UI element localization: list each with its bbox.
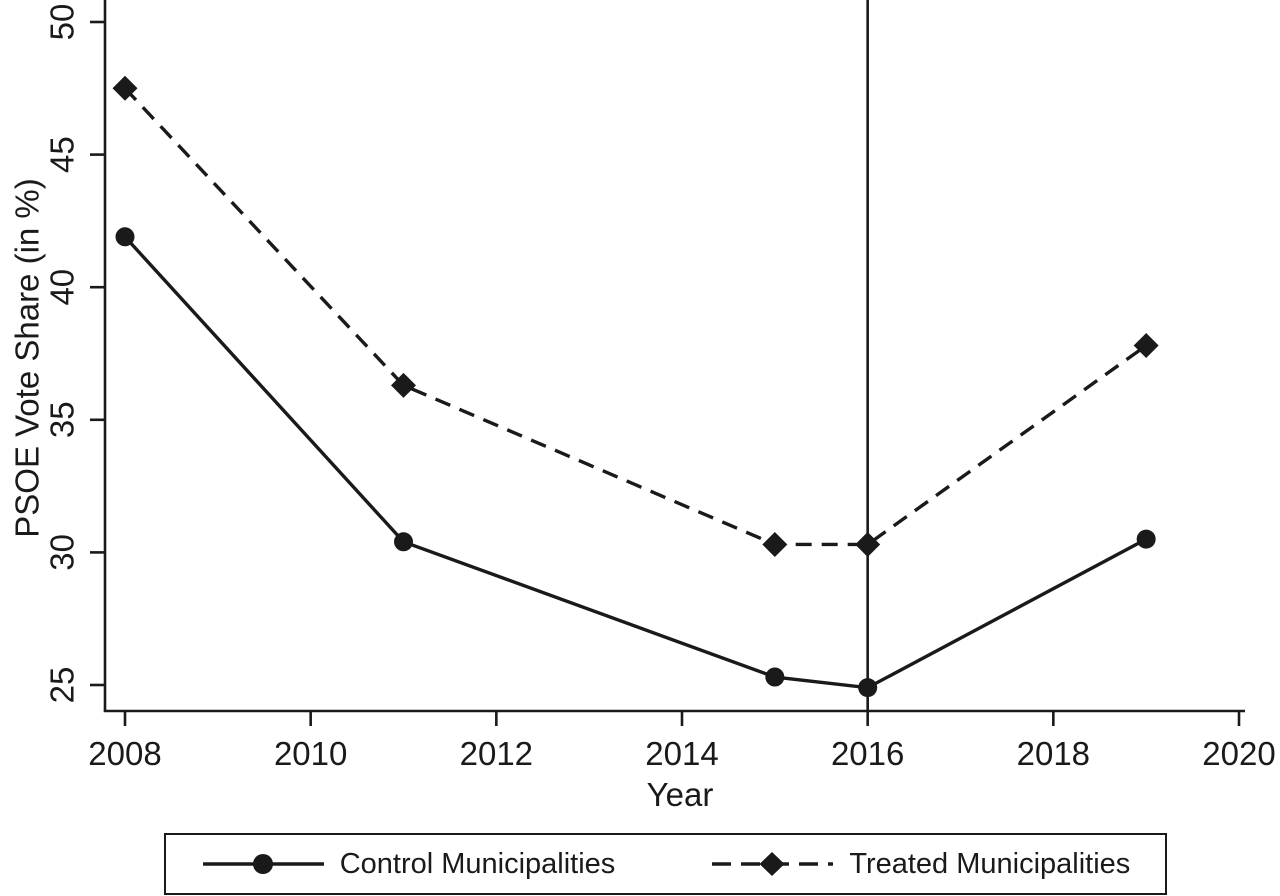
y-tick-label: 40 <box>44 269 81 306</box>
x-tick-label: 2008 <box>88 735 161 772</box>
y-axis-label: PSOE Vote Share (in %) <box>9 178 46 538</box>
series-line-treated <box>123 87 1148 547</box>
x-tick-label: 2020 <box>1202 735 1275 772</box>
x-tick-label: 2010 <box>274 735 347 772</box>
legend-item-treated: Treated Municipalities <box>710 848 1130 881</box>
x-tick-label: 2014 <box>645 735 718 772</box>
marker-control <box>115 227 135 247</box>
y-tick-label: 45 <box>44 136 81 173</box>
x-tick-label: 2012 <box>460 735 533 772</box>
marker-treated <box>112 75 138 101</box>
plot-area: 2008 2010 2012 2014 2016 2018 2020 25 30 35 40 45 50… <box>9 0 1276 812</box>
marker-control <box>1136 529 1156 549</box>
marker-treated <box>855 531 881 557</box>
dashed-line-diamond-marker-icon <box>712 852 834 876</box>
solid-line-circle-marker-icon <box>202 854 324 874</box>
marker-control <box>765 667 785 687</box>
marker-treated <box>391 372 416 398</box>
y-tick-label: 30 <box>44 534 81 571</box>
y-tick-label: 50 <box>44 4 81 41</box>
marker-treated <box>762 531 788 557</box>
x-tick-label: 2016 <box>831 735 904 772</box>
x-tick-label: 2018 <box>1017 735 1090 772</box>
marker-control <box>394 532 413 552</box>
y-tick-label: 25 <box>44 667 81 704</box>
marker-control <box>858 678 878 698</box>
marker-treated <box>1133 333 1159 359</box>
x-axis-label: Year <box>647 776 714 812</box>
series-line-control <box>123 235 1147 690</box>
legend: Control Municipalities Treated Municipal… <box>164 833 1167 895</box>
legend-label-treated: Treated Municipalities <box>849 847 1131 880</box>
legend-item-control: Control Municipalities <box>201 847 616 881</box>
legend-label-control: Control Municipalities <box>339 847 616 880</box>
y-tick-label: 35 <box>44 401 81 438</box>
